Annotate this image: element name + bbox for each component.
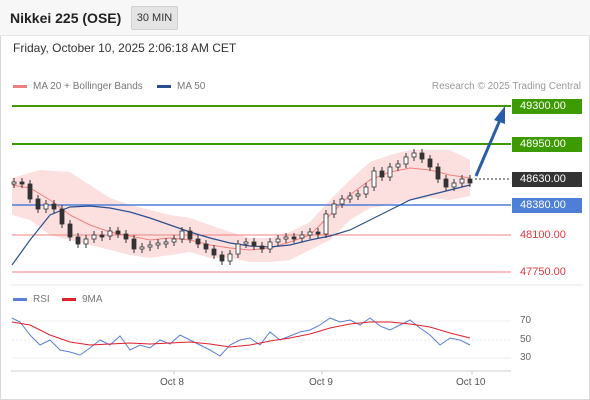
candle-body: [187, 230, 193, 240]
bollinger-swatch-icon: [13, 85, 27, 88]
legend-bollinger: MA 20 + Bollinger Bands: [13, 81, 143, 92]
candle-body: [435, 166, 441, 180]
level-label-47750: 47750.00: [520, 266, 566, 278]
chart-datetime: Friday, October 10, 2025 2:06:18 AM CET: [13, 41, 237, 55]
candle-body: [443, 178, 449, 188]
rsi-tick-50: 50: [520, 334, 532, 345]
level-label-48380: 48380.00: [512, 198, 582, 213]
rsi-swatch-icon: [13, 298, 27, 301]
candle-body: [323, 213, 329, 235]
candle-body: [67, 223, 73, 238]
rsi-tick-30: 30: [520, 352, 532, 363]
projection-arrow-shaft: [474, 119, 502, 177]
rsi-legend-label: RSI: [33, 294, 50, 305]
candle-body: [419, 152, 425, 160]
candle-body: [403, 156, 409, 165]
candle-body: [211, 248, 217, 256]
candle-body: [275, 238, 281, 243]
candle-body: [115, 230, 121, 235]
ma50-swatch-icon: [157, 85, 171, 88]
rsi-tick-70: 70: [520, 315, 532, 326]
candle-body: [59, 208, 65, 225]
instrument-title: Nikkei 225 (OSE): [10, 10, 122, 26]
legend-ma50: MA 50: [157, 81, 205, 92]
candle-body: [395, 163, 401, 168]
candle-body: [371, 170, 377, 188]
candle-body: [339, 198, 345, 205]
candle-body: [107, 230, 113, 237]
candle-body: [11, 181, 17, 185]
x-label-oct8: Oct 8: [160, 377, 184, 388]
level-label-48630: 48630.00: [512, 172, 582, 187]
candle-body: [147, 244, 153, 248]
candle-body: [203, 243, 209, 250]
candle-body: [315, 231, 321, 235]
candle-body: [363, 186, 369, 195]
rsi-9ma-swatch-icon: [62, 298, 76, 301]
candle-body: [259, 245, 265, 250]
candle-body: [171, 238, 177, 243]
candle-body: [19, 181, 25, 185]
x-label-oct10: Oct 10: [456, 377, 486, 388]
rsi-legend-rsi: RSI: [13, 294, 50, 305]
candle-body: [155, 242, 161, 246]
candle-body: [99, 234, 105, 238]
candle-body: [163, 241, 169, 245]
copyright-text: Research © 2025 Trading Central: [431, 81, 581, 92]
rsi-9ma-line: [11, 321, 471, 348]
candle-body: [347, 195, 353, 200]
candle-body: [27, 183, 33, 200]
candle-body: [91, 234, 97, 240]
candle-body: [427, 158, 433, 168]
rsi-legend-9ma: 9MA: [62, 294, 103, 305]
candle-body: [179, 230, 185, 240]
candlesticks: [11, 149, 473, 265]
x-label-oct9: Oct 9: [309, 377, 333, 388]
candle-body: [267, 241, 273, 250]
candle-body: [411, 152, 417, 158]
level-label-48950: 48950.00: [512, 137, 582, 152]
candle-body: [283, 236, 289, 240]
projection-arrow-head: [494, 106, 505, 124]
candle-body: [35, 198, 41, 210]
candle-body: [139, 246, 145, 250]
candle-body: [195, 238, 201, 245]
candle-body: [131, 238, 137, 250]
candle-body: [379, 170, 385, 178]
rsi-line: [11, 317, 471, 357]
candle-body: [387, 166, 393, 178]
candle-body: [227, 253, 233, 262]
timeframe-badge[interactable]: 30 MIN: [131, 6, 178, 30]
candle-body: [467, 178, 473, 184]
candle-body: [83, 238, 89, 245]
legend-bollinger-label: MA 20 + Bollinger Bands: [33, 81, 143, 92]
candle-body: [51, 203, 57, 210]
chart-header: Nikkei 225 (OSE) 30 MIN: [0, 0, 590, 36]
candle-body: [75, 236, 81, 245]
candle-body: [243, 241, 249, 245]
candle-body: [251, 241, 257, 247]
candle-body: [459, 178, 465, 184]
candle-body: [299, 234, 305, 239]
candle-body: [235, 243, 241, 255]
level-label-48100: 48100.00: [520, 229, 566, 241]
legend-ma50-label: MA 50: [177, 81, 206, 92]
candle-body: [291, 236, 297, 240]
rsi-9ma-legend-label: 9MA: [82, 294, 103, 305]
candle-body: [219, 254, 225, 262]
candle-body: [331, 203, 337, 215]
candle-body: [123, 233, 129, 240]
candle-body: [451, 182, 457, 188]
candle-body: [43, 203, 49, 210]
candle-body: [355, 193, 361, 197]
candle-body: [307, 231, 313, 236]
level-label-49300: 49300.00: [512, 99, 582, 114]
